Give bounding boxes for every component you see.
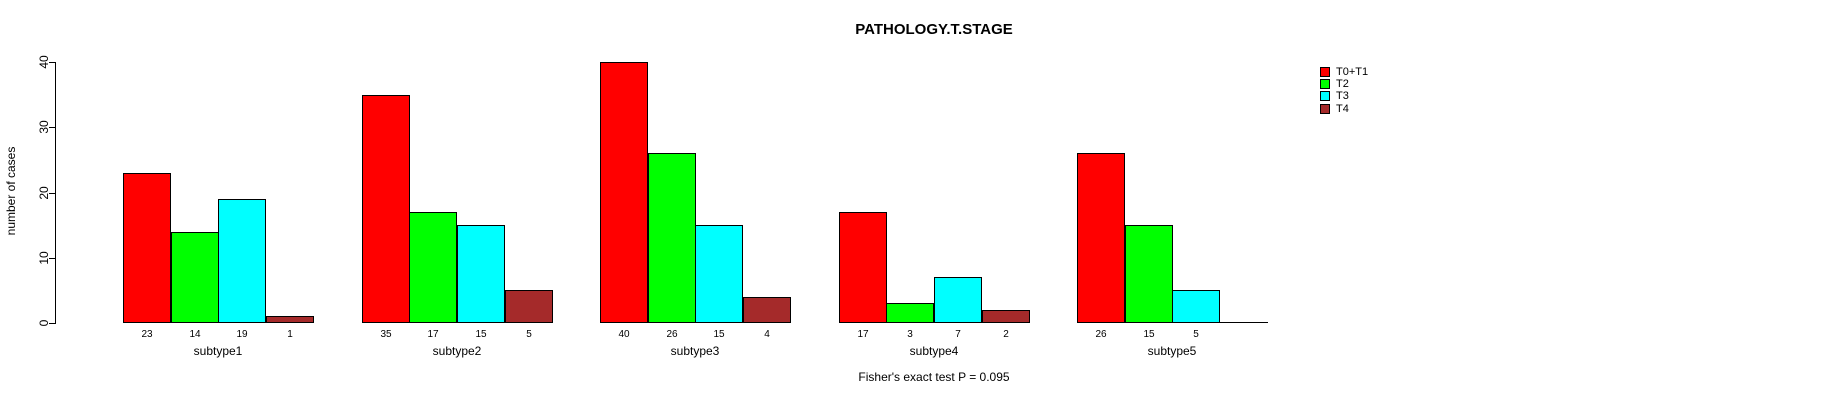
bar-value-label: 1 — [287, 329, 293, 340]
chart-title: PATHOLOGY.T.STAGE — [855, 21, 1013, 38]
bar-value-label: 15 — [1143, 329, 1155, 340]
bar-t3-subtype1 — [218, 199, 266, 323]
y-tick-label: 10 — [37, 251, 51, 265]
y-tick — [49, 193, 55, 194]
y-tick-label: 40 — [37, 55, 51, 69]
bar-value-label: 15 — [475, 329, 487, 340]
bar-t0-t1-subtype3 — [600, 62, 648, 323]
y-tick — [49, 62, 55, 63]
y-tick — [49, 258, 55, 259]
legend-item-t0-t1: T0+T1 — [1320, 66, 1368, 78]
y-tick-label: 20 — [37, 186, 51, 200]
bar-t4-subtype1 — [266, 316, 314, 323]
bar-t3-subtype5 — [1172, 290, 1220, 323]
category-label-subtype3: subtype3 — [670, 344, 720, 358]
bar-value-label: 15 — [713, 329, 725, 340]
y-axis-label: number of cases — [4, 146, 18, 236]
bar-value-label: 2 — [1003, 329, 1009, 340]
bar-value-label: 5 — [1193, 329, 1199, 340]
legend-item-t2: T2 — [1320, 78, 1368, 90]
annotation-fisher-test: Fisher's exact test P = 0.095 — [858, 370, 1010, 384]
y-tick-label: 30 — [37, 120, 51, 134]
bar-t0-t1-subtype2 — [362, 95, 410, 323]
bar-t3-subtype4 — [934, 277, 982, 323]
legend-swatch-icon — [1320, 67, 1330, 78]
bar-t0-t1-subtype1 — [123, 173, 171, 323]
legend-swatch-icon — [1320, 103, 1330, 114]
bar-t2-subtype5 — [1125, 225, 1173, 323]
legend-swatch-icon — [1320, 91, 1330, 102]
category-label-subtype5: subtype5 — [1147, 344, 1197, 358]
bar-t4-subtype4 — [982, 310, 1030, 323]
legend-label: T0+T1 — [1336, 66, 1369, 79]
bar-t0-t1-subtype5 — [1077, 153, 1125, 323]
bar-t4-subtype2 — [505, 290, 553, 323]
bar-value-label: 17 — [427, 329, 439, 340]
bar-t2-subtype3 — [648, 153, 696, 323]
bar-value-label: 40 — [618, 329, 630, 340]
bar-value-label: 4 — [764, 329, 770, 340]
legend-item-t3: T3 — [1320, 90, 1368, 102]
bar-value-label: 7 — [955, 329, 961, 340]
category-label-subtype4: subtype4 — [909, 344, 959, 358]
bar-value-label: 14 — [189, 329, 201, 340]
bar-value-label: 17 — [857, 329, 869, 340]
bar-t0-t1-subtype4 — [839, 212, 887, 323]
bar-zero-t4-subtype5 — [1220, 322, 1268, 323]
legend-item-t4: T4 — [1320, 103, 1368, 115]
y-tick-label: 0 — [37, 319, 51, 327]
bar-value-label: 35 — [380, 329, 392, 340]
legend-swatch-icon — [1320, 79, 1330, 90]
bar-t2-subtype1 — [171, 232, 219, 323]
legend: T0+T1 T2 T3 T4 — [1320, 66, 1368, 115]
bar-value-label: 23 — [141, 329, 153, 340]
legend-label: T2 — [1336, 78, 1349, 91]
legend-label: T3 — [1336, 90, 1349, 103]
y-tick — [49, 127, 55, 128]
y-axis-line — [55, 62, 56, 324]
legend-label: T4 — [1336, 102, 1349, 115]
bar-value-label: 19 — [236, 329, 248, 340]
bar-t3-subtype2 — [457, 225, 505, 323]
bar-value-label: 3 — [907, 329, 913, 340]
bar-value-label: 26 — [1095, 329, 1107, 340]
bar-t3-subtype3 — [695, 225, 743, 323]
bar-t2-subtype4 — [886, 303, 934, 323]
y-tick — [49, 323, 55, 324]
bar-value-label: 5 — [526, 329, 532, 340]
bar-t4-subtype3 — [743, 297, 791, 323]
bar-value-label: 26 — [666, 329, 678, 340]
category-label-subtype1: subtype1 — [193, 344, 243, 358]
category-label-subtype2: subtype2 — [432, 344, 482, 358]
bar-t2-subtype2 — [409, 212, 457, 323]
